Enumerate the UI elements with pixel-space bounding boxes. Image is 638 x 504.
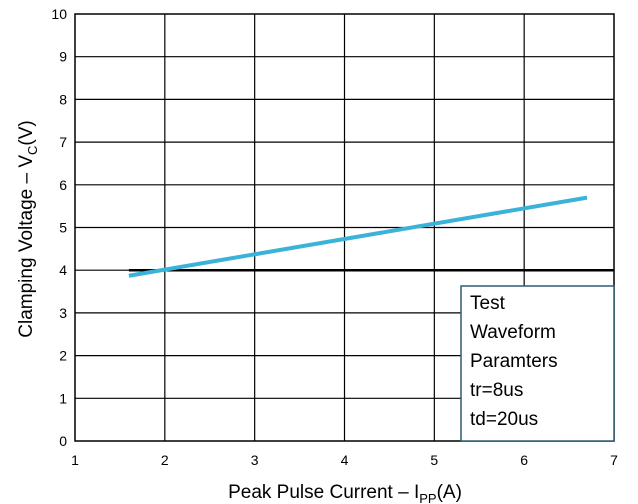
annotation-box-frame — [460, 285, 615, 442]
x-tick-labels: 1 2 3 4 5 6 7 — [71, 452, 618, 468]
x-tick-label: 5 — [430, 452, 438, 468]
y-axis-label-subscript: C — [25, 146, 40, 155]
x-tick-label: 2 — [161, 452, 169, 468]
annotation-line: Test — [470, 293, 506, 314]
y-tick-label: 3 — [59, 305, 67, 321]
annotation-line: Paramters — [470, 351, 558, 372]
y-tick-label: 8 — [59, 91, 67, 107]
x-tick-label: 4 — [341, 452, 349, 468]
x-tick-label: 7 — [610, 452, 618, 468]
y-tick-label: 7 — [59, 134, 67, 150]
x-axis-label-subscript: PP — [419, 491, 436, 504]
y-tick-label: 2 — [59, 348, 67, 364]
y-axis-label: Clamping Voltage – VC(V) — [16, 120, 40, 337]
x-tick-label: 6 — [520, 452, 528, 468]
y-tick-label: 1 — [59, 390, 67, 406]
y-tick-label: 5 — [59, 220, 67, 236]
y-tick-label: 10 — [51, 6, 67, 22]
y-tick-labels: 0 1 2 3 4 5 6 7 8 9 10 — [51, 6, 67, 449]
x-tick-label: 3 — [251, 452, 259, 468]
y-tick-label: 6 — [59, 177, 67, 193]
horizontal-grid-lines — [75, 56, 614, 399]
series-line — [128, 195, 588, 278]
x-axis-label-unit: (A) — [437, 482, 462, 503]
annotation-line: td=20us — [470, 409, 538, 430]
x-axis-label: Peak Pulse Current – IPP(A) — [228, 482, 462, 504]
y-tick-label: 0 — [59, 433, 67, 449]
x-tick-label: 1 — [71, 452, 79, 468]
annotation-line: Waveform — [470, 322, 556, 343]
y-axis-label-unit: (V) — [16, 120, 37, 145]
annotation-line: tr=8us — [470, 380, 523, 401]
y-tick-label: 4 — [59, 262, 67, 278]
plot-area-frame — [74, 13, 615, 442]
annotation-lines: Test Waveform Paramters tr=8us td=20us — [470, 293, 558, 430]
y-tick-label: 9 — [59, 49, 67, 65]
annotation-box: Test Waveform Paramters tr=8us td=20us — [460, 285, 615, 442]
